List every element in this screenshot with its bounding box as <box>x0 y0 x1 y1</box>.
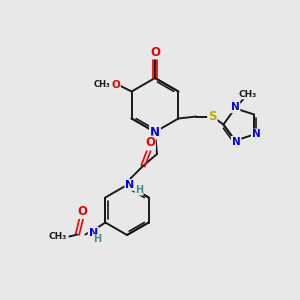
Text: N: N <box>89 227 98 238</box>
Text: O: O <box>77 205 87 218</box>
Text: S: S <box>208 110 217 123</box>
Text: H: H <box>93 235 101 244</box>
Text: N: N <box>232 137 241 147</box>
Text: O: O <box>145 136 155 149</box>
Text: N: N <box>252 130 260 140</box>
Text: CH₃: CH₃ <box>238 90 256 99</box>
Text: O: O <box>150 46 160 59</box>
Text: H: H <box>135 185 143 195</box>
Text: O: O <box>111 80 120 91</box>
Text: N: N <box>150 125 160 139</box>
Text: CH₃: CH₃ <box>93 80 110 89</box>
Text: N: N <box>125 180 135 190</box>
Text: CH₃: CH₃ <box>48 232 67 241</box>
Text: N: N <box>231 102 239 112</box>
